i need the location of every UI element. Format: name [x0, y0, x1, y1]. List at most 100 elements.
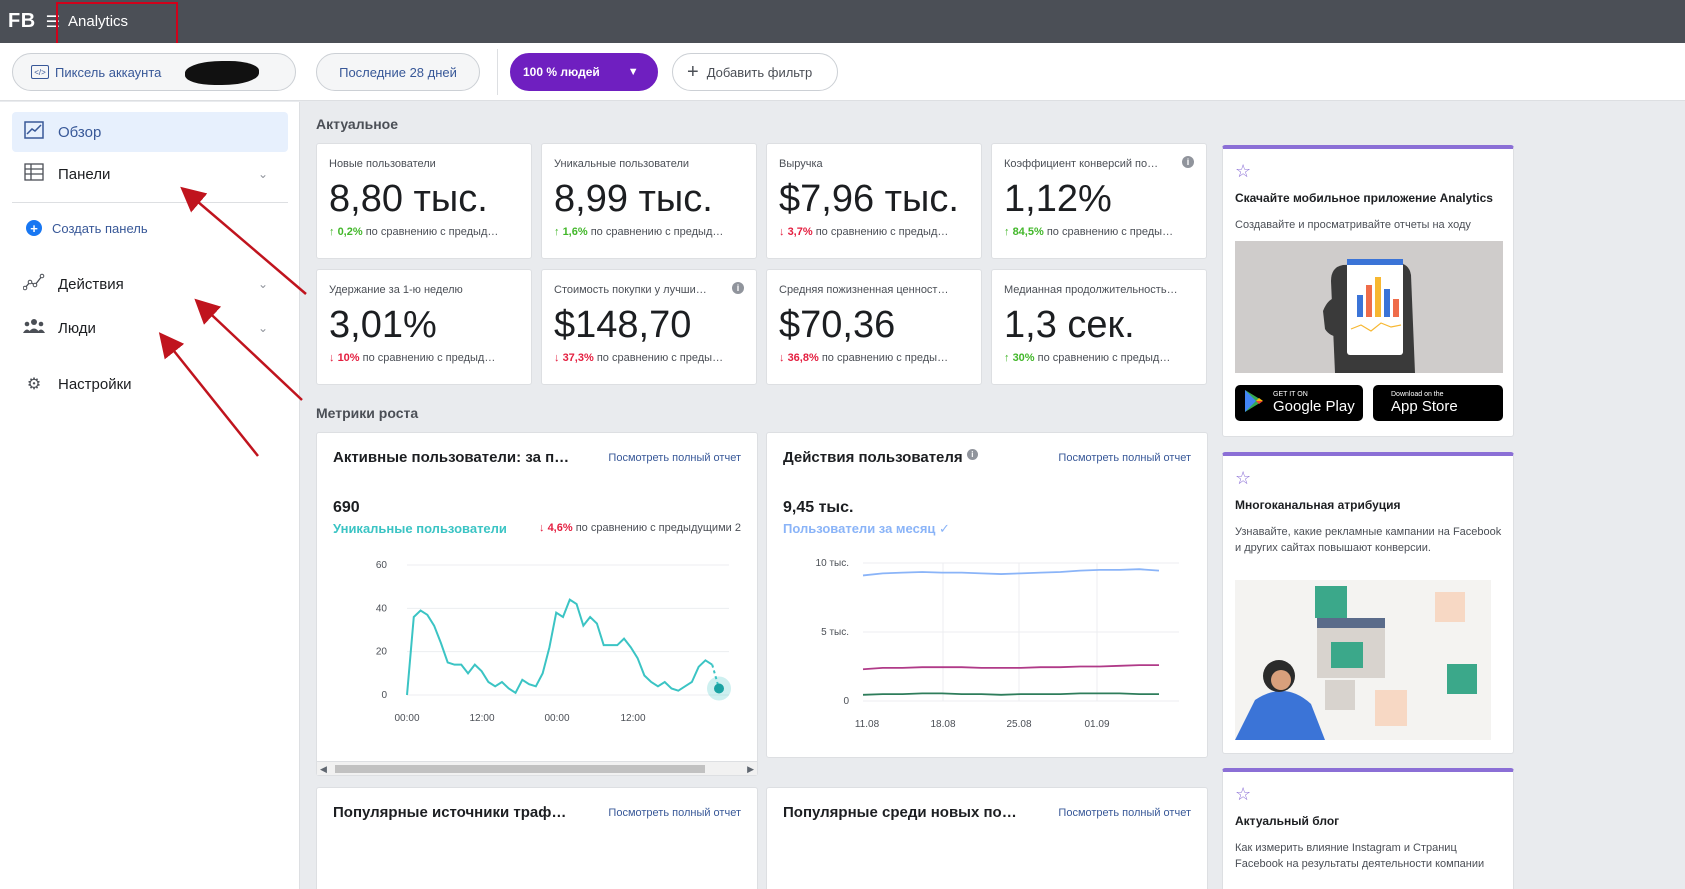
info-icon[interactable]: i: [1182, 156, 1194, 168]
kpi-card[interactable]: Выручка $7,96 тыс. ↓ 3,7% по сравнению с п…: [766, 143, 982, 259]
scrollbar-thumb[interactable]: [335, 765, 705, 773]
chevron-down-icon[interactable]: ⌄: [257, 277, 268, 291]
mobile-app-card: ☆ Скачайте мобильное приложение Analytic…: [1222, 145, 1514, 437]
info-icon[interactable]: i: [732, 282, 744, 294]
current-point: [714, 683, 724, 694]
kpi-card[interactable]: Коэффициент конверсий по… i 1,12% ↑ 84,5% п…: [991, 143, 1207, 259]
sidebar-item-label: Обзор: [58, 123, 102, 141]
kpi-change: ↑ 1,6% по сравнению с предыд…: [554, 226, 744, 238]
pixel-selector[interactable]: </> Пиксель аккаунта: [12, 53, 296, 91]
kpi-label: Стоимость покупки у лучши…: [554, 284, 707, 296]
change-value: 3,7%: [787, 226, 813, 238]
comparison-label: по сравнению с преды…: [821, 352, 949, 364]
active-users-chart: 0 20 40 60 00:00 12:00 00:00 12:00: [376, 560, 731, 724]
kpi-card[interactable]: Удержание за 1-ю неделю 3,01% ↓ 10% по сра…: [316, 269, 532, 385]
star-icon[interactable]: ☆: [1235, 784, 1252, 804]
google-play-badge[interactable]: GET IT ON Google Play: [1235, 385, 1363, 421]
kpi-change: ↑ 30% по сравнению с предыд…: [1004, 352, 1194, 364]
change-value: 37,3%: [562, 352, 594, 364]
overview-chart-icon: [22, 120, 46, 144]
x-tick-label: 11.08: [855, 719, 880, 730]
card-title: Популярные источники траф…: [333, 804, 567, 821]
comparison-label: по сравнению с предыд…: [1037, 352, 1171, 364]
scroll-left-icon[interactable]: ◀: [320, 764, 327, 774]
kpi-value: 8,99 тыс.: [554, 178, 713, 220]
kpi-card[interactable]: Уникальные пользователи 8,99 тыс. ↑ 1,6% п…: [541, 143, 757, 259]
kpi-change: ↓ 36,8% по сравнению с преды…: [779, 352, 969, 364]
attribution-illustration: [1235, 580, 1491, 740]
active-users-card: Активные пользователи: за п… Посмотреть …: [316, 432, 758, 776]
horizontal-scrollbar[interactable]: ◀ ▶: [317, 761, 757, 775]
kpi-label: Уникальные пользователи: [554, 158, 690, 170]
app-store-badge[interactable]: Download on the App Store: [1373, 385, 1503, 421]
kpi-card[interactable]: Средняя пожизненная ценност… $70,36 ↓ 36,8…: [766, 269, 982, 385]
sidebar-item-settings[interactable]: ⚙ Настройки: [12, 364, 288, 404]
arrow-up-icon: ↑: [554, 226, 563, 238]
info-icon[interactable]: i: [966, 449, 978, 460]
top-bar: FB ☰ Analytics: [0, 0, 1685, 43]
comparison-label: по сравнению с преды…: [1046, 226, 1174, 238]
comparison-label: по сравнению с преды…: [596, 352, 724, 364]
kpi-card[interactable]: Медианная продолжительность… 1,3 сек. ↑ 30…: [991, 269, 1207, 385]
arrow-down-icon: ↓: [779, 226, 788, 238]
kpi-change: ↑ 0,2% по сравнению с предыд…: [329, 226, 519, 238]
series-line: [862, 692, 1159, 696]
star-icon[interactable]: ☆: [1235, 161, 1252, 181]
kpi-value: 1,12%: [1004, 178, 1112, 220]
store-badges: GET IT ON Google Play Download on the Ap…: [1235, 385, 1503, 421]
redaction-blot: [185, 61, 259, 85]
x-tick-label: 12:00: [620, 713, 645, 724]
card-title: Действия пользователя i: [783, 449, 978, 466]
star-icon[interactable]: ☆: [1235, 468, 1252, 488]
kpi-value: 1,3 сек.: [1004, 304, 1135, 346]
sidebar-item-activity[interactable]: Действия ⌄: [12, 264, 288, 304]
kpi-change: ↑ 84,5% по сравнению с преды…: [1004, 226, 1194, 238]
y-tick-label: 60: [376, 560, 388, 571]
kpi-card[interactable]: Новые пользователи 8,80 тыс. ↑ 0,2% по сра…: [316, 143, 532, 259]
x-tick-label: 18.08: [930, 719, 955, 730]
x-tick-label: 01.09: [1084, 719, 1109, 730]
date-range-button[interactable]: Последние 28 дней: [316, 53, 480, 91]
change-value: 30%: [1012, 352, 1035, 364]
series-line: [862, 664, 1159, 671]
traffic-sources-card: Популярные источники траф… Посмотреть по…: [316, 787, 758, 889]
chevron-down-icon[interactable]: ⌄: [257, 321, 268, 335]
full-report-link[interactable]: Посмотреть полный отчет: [608, 807, 741, 819]
caret-down-icon: ▼: [627, 66, 639, 78]
user-actions-chart: 0 5 тыс. 10 тыс. 11.08 18.08 25.08 01.09: [816, 558, 1179, 730]
blog-card: ☆ Актуальный блог Как измерить влияние I…: [1222, 768, 1514, 889]
activity-icon: [22, 273, 46, 296]
pixel-label: Пиксель аккаунта: [55, 64, 162, 80]
store-name: App Store: [1391, 398, 1458, 415]
change-value: 10%: [337, 352, 360, 364]
scroll-right-icon[interactable]: ▶: [747, 764, 754, 774]
sidebar-item-dashboards[interactable]: Панели ⌄: [12, 154, 288, 194]
full-report-link[interactable]: Посмотреть полный отчет: [1058, 807, 1191, 819]
people-segment-dropdown[interactable]: 100 % людей ▼: [510, 53, 658, 91]
full-report-link[interactable]: Посмотреть полный отчет: [608, 452, 741, 464]
filter-divider: [497, 49, 498, 95]
y-tick-label: 10 тыс.: [816, 558, 849, 569]
kpi-label: Медианная продолжительность…: [1004, 284, 1178, 296]
arrow-down-icon: ↓: [779, 352, 788, 364]
store-caption: GET IT ON: [1273, 391, 1308, 398]
people-icon: [22, 318, 46, 339]
brand-logo[interactable]: FB: [8, 10, 36, 32]
sidebar-item-overview[interactable]: Обзор: [12, 112, 288, 152]
kpi-card[interactable]: Стоимость покупки у лучши… i $148,70 ↓ 37,3…: [541, 269, 757, 385]
full-report-link[interactable]: Посмотреть полный отчет: [1058, 452, 1191, 464]
series-line: [406, 598, 713, 696]
sidebar-item-people[interactable]: Люди ⌄: [12, 308, 288, 348]
arrow-down-icon: ↓: [329, 352, 338, 364]
card-title: Популярные среди новых по…: [783, 804, 1017, 821]
add-filter-button[interactable]: + Добавить фильтр: [672, 53, 838, 91]
add-filter-label: Добавить фильтр: [706, 64, 813, 80]
comparison-label: по сравнению с предыд…: [590, 226, 724, 238]
card-title: Актуальный блог: [1235, 814, 1340, 828]
change-value: 0,2%: [337, 226, 363, 238]
create-dashboard-link[interactable]: + Создать панель: [26, 220, 148, 236]
kpi-label: Новые пользователи: [329, 158, 436, 170]
x-tick-label: 00:00: [544, 713, 569, 724]
create-dashboard-label: Создать панель: [52, 220, 148, 236]
chevron-down-icon[interactable]: ⌄: [257, 167, 268, 181]
